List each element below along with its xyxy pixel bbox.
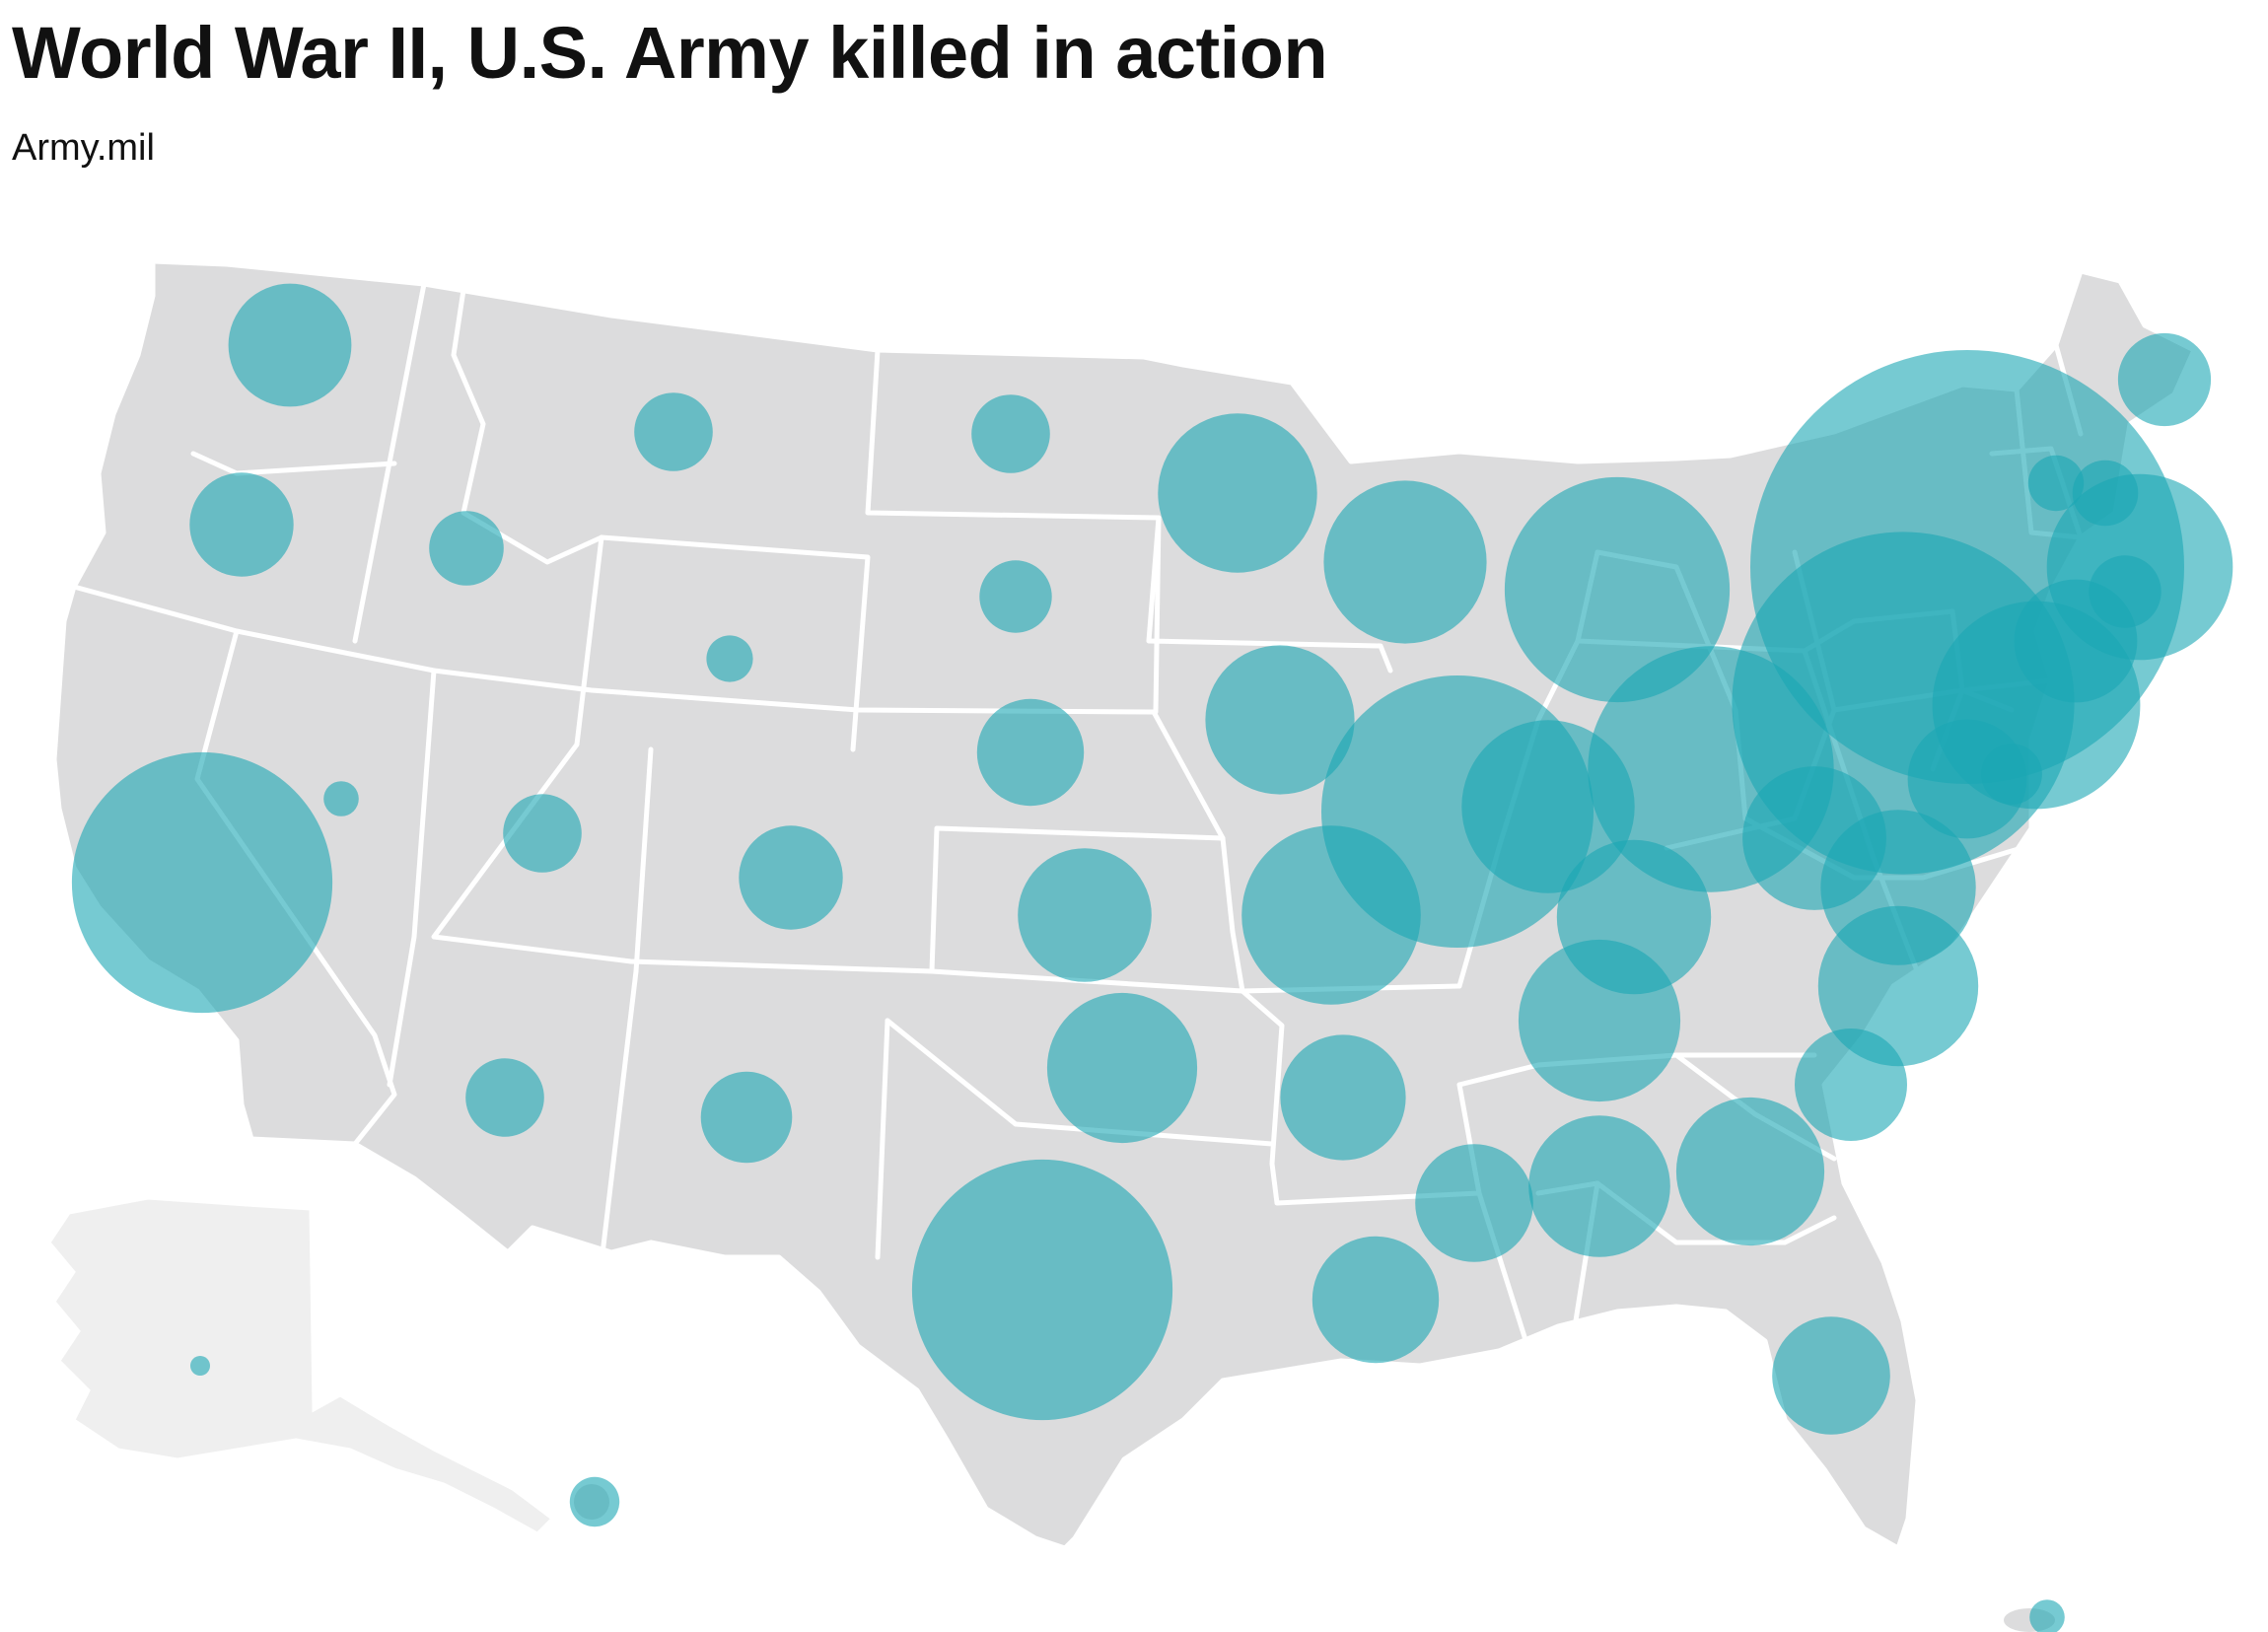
bubble-north-dakota bbox=[971, 394, 1050, 473]
bubble-oregon bbox=[189, 472, 294, 577]
bubble-louisiana bbox=[1311, 1236, 1440, 1364]
map-title: World War II, U.S. Army killed in action bbox=[12, 12, 1328, 94]
bubble-missouri bbox=[1241, 825, 1421, 1005]
bubble-wisconsin bbox=[1323, 480, 1487, 644]
bubble-mississippi bbox=[1415, 1144, 1533, 1262]
bubble-washington bbox=[228, 283, 352, 407]
bubble-montana bbox=[634, 392, 713, 471]
bubble-michigan bbox=[1504, 476, 1731, 703]
bubble-arkansas bbox=[1280, 1034, 1406, 1161]
bubble-maine bbox=[2117, 332, 2212, 427]
bubble-georgia bbox=[1675, 1097, 1825, 1246]
bubble-wyoming bbox=[706, 635, 753, 682]
bubble-arizona bbox=[465, 1058, 544, 1137]
bubble-puerto-rico bbox=[2029, 1599, 2065, 1632]
bubble-colorado bbox=[739, 825, 843, 930]
bubble-oklahoma bbox=[1046, 992, 1198, 1144]
bubble-west-virginia bbox=[1742, 766, 1886, 910]
bubble-nevada bbox=[323, 781, 359, 816]
bubble-vermont bbox=[2027, 455, 2085, 512]
bubble-minnesota bbox=[1158, 413, 1317, 573]
bubble-nebraska bbox=[976, 698, 1085, 807]
bubble-new-hampshire bbox=[2072, 460, 2139, 527]
alaska-shape bbox=[47, 1196, 555, 1535]
bubble-california bbox=[71, 751, 333, 1014]
bubble-rhode-island bbox=[2089, 555, 2162, 628]
bubble-florida bbox=[1772, 1316, 1890, 1435]
bubble-south-carolina bbox=[1795, 1029, 1907, 1141]
bubble-indiana bbox=[1461, 720, 1635, 893]
bubble-delaware bbox=[1981, 744, 2042, 805]
bubble-alaska bbox=[190, 1356, 210, 1376]
bubble-kansas bbox=[1018, 848, 1152, 982]
bubble-new-mexico bbox=[700, 1071, 793, 1164]
bubble-hawaii bbox=[569, 1476, 620, 1527]
bubble-idaho bbox=[429, 511, 504, 586]
bubble-utah bbox=[503, 794, 582, 873]
bubble-texas bbox=[911, 1159, 1173, 1421]
bubble-layer bbox=[71, 283, 2233, 1632]
bubble-kentucky bbox=[1556, 839, 1712, 995]
bubble-alabama bbox=[1528, 1115, 1670, 1257]
bubble-iowa bbox=[1205, 645, 1355, 795]
source-credit: Army.mil bbox=[12, 127, 155, 169]
bubble-south-dakota bbox=[979, 560, 1052, 633]
